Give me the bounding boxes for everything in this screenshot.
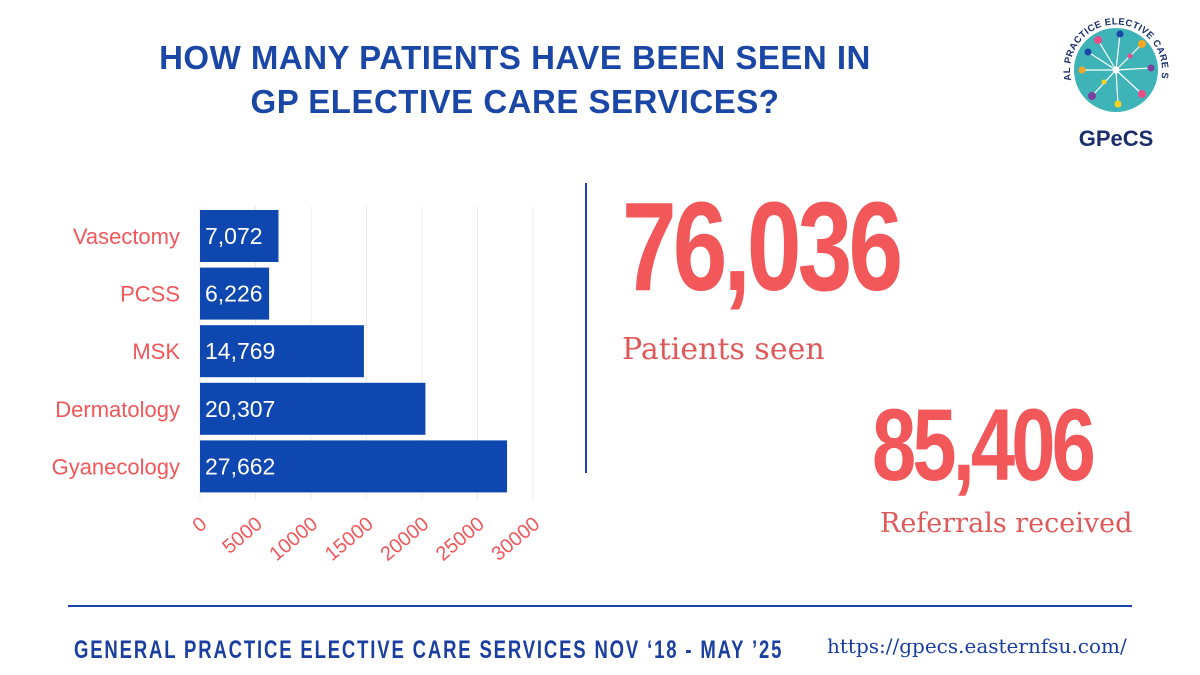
logo-wordmark: GPeCS [1079,126,1154,151]
bar-value-label: 20,307 [205,396,275,422]
logo-emblem-icon [1074,28,1158,112]
bar-gyanecology [200,440,508,493]
x-tick-label: 15000 [321,513,378,566]
bar-value-label: 14,769 [205,338,275,364]
patients-seen-value: 76,036 [622,176,903,317]
x-tick-label: 25000 [432,513,489,566]
bar-value-label: 6,226 [205,281,263,307]
gpecs-logo: GENERAL PRACTICE ELECTIVE CARE SERVICE G… [1038,8,1170,151]
referrals-received-value: 85,406 [872,388,1096,502]
category-label: Vasectomy [73,224,180,249]
title-line-2: GP ELECTIVE CARE SERVICES? [250,83,780,120]
footer-divider [68,605,1132,607]
referrals-received-label: Referrals received [880,508,1133,539]
vertical-divider [585,183,587,473]
title-line-1: HOW MANY PATIENTS HAVE BEEN SEEN IN [159,39,871,76]
x-tick-label: 10000 [265,513,322,566]
category-label: Gyanecology [52,454,180,479]
category-label: PCSS [120,282,180,307]
patients-seen-label: Patients seen [622,332,825,367]
bar-dermatology [200,382,426,435]
category-label: Dermatology [55,397,180,422]
footer-service-period: GENERAL PRACTICE ELECTIVE CARE SERVICES … [74,636,784,664]
bar-msk [200,325,364,378]
x-tick-label: 0 [189,513,212,537]
category-label: MSK [132,339,180,364]
page-title: HOW MANY PATIENTS HAVE BEEN SEEN IN GP E… [50,36,980,124]
bar-value-label: 27,662 [205,453,275,479]
x-tick-label: 30000 [487,513,544,566]
x-tick-label: 20000 [376,513,433,566]
bar-vasectomy [200,210,279,262]
bar-pcss [200,267,270,320]
footer-url-link[interactable]: https://gpecs.easternfsu.com/ [827,634,1127,658]
x-tick-label: 5000 [218,513,266,558]
bar-value-label: 7,072 [205,223,263,249]
